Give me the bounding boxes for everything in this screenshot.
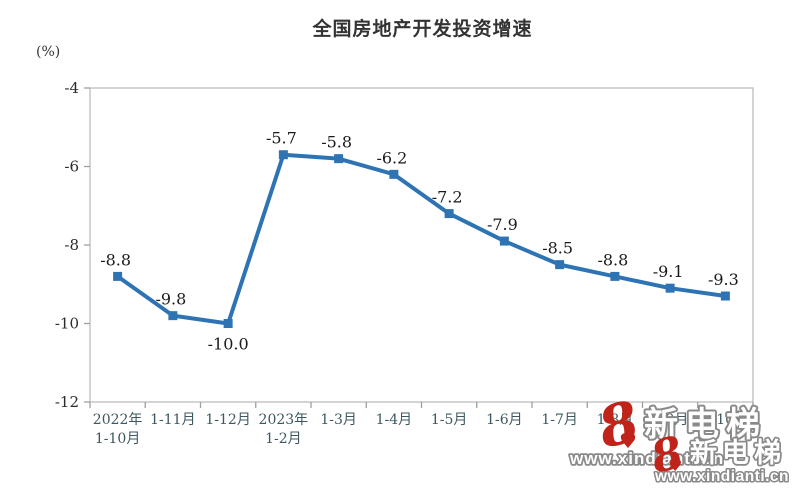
data-point-label: -8.5 bbox=[542, 239, 573, 258]
y-axis-tick-label: -8 bbox=[64, 236, 79, 254]
x-axis-tick-label: 2022年 bbox=[93, 412, 143, 428]
y-axis-tick-label: -4 bbox=[64, 79, 79, 97]
data-point-label: -7.2 bbox=[432, 188, 463, 207]
watermark-brand-text: 新电梯 bbox=[690, 437, 786, 468]
watermark-url-text: www.xindianti.cn bbox=[654, 468, 789, 485]
data-point-label: -5.7 bbox=[266, 129, 297, 148]
data-point-marker bbox=[389, 169, 399, 179]
watermark-heart-icon: ♥ bbox=[619, 429, 637, 453]
data-point-label: -8.8 bbox=[100, 250, 131, 269]
data-point-marker bbox=[499, 236, 509, 246]
x-axis-tick-label: 1-5月 bbox=[431, 412, 468, 428]
x-axis-tick-label: 1-12月 bbox=[205, 412, 250, 428]
data-point-label: -6.2 bbox=[376, 148, 407, 167]
x-axis-tick-label: 1-8月 bbox=[597, 412, 634, 428]
x-axis-tick-label: 1-10月 bbox=[703, 412, 748, 428]
data-point-marker bbox=[334, 154, 344, 164]
watermark-url-text: www.xindianti.cn bbox=[569, 449, 724, 468]
x-axis-tick-label: 1-2月 bbox=[265, 431, 302, 447]
y-axis-tick-label: -10 bbox=[55, 315, 79, 333]
data-point-marker bbox=[278, 150, 288, 160]
chart-title: 全国房地产开发投资增速 bbox=[312, 19, 533, 40]
x-axis-tick-label: 1-11月 bbox=[150, 412, 195, 428]
watermark-brand-text: 新电梯 bbox=[644, 406, 767, 444]
x-axis-tick-label: 1-9月 bbox=[652, 412, 689, 428]
watermark-heart-icon: ♥ bbox=[668, 456, 682, 475]
data-point-marker bbox=[610, 271, 620, 281]
data-point-marker bbox=[168, 311, 178, 321]
x-axis-tick-label: 1-10月 bbox=[95, 431, 140, 447]
data-point-label: -9.3 bbox=[708, 270, 739, 289]
y-axis-tick-label: -6 bbox=[64, 158, 79, 176]
data-point-marker bbox=[720, 291, 730, 301]
data-point-marker bbox=[555, 260, 565, 270]
data-point-marker bbox=[444, 209, 454, 219]
data-point-marker bbox=[223, 319, 233, 328]
x-axis-tick-label: 1-6月 bbox=[486, 412, 523, 428]
trend-line bbox=[115, 152, 728, 326]
x-axis-tick-label: 2023年 bbox=[259, 412, 309, 428]
data-point-label: -5.8 bbox=[321, 133, 352, 152]
data-point-label: -9.8 bbox=[155, 290, 186, 309]
data-point-label: -9.1 bbox=[653, 262, 684, 281]
data-point-label: -10.0 bbox=[208, 335, 249, 354]
y-axis-tick-label: -12 bbox=[55, 393, 79, 411]
x-axis-tick-label: 1-7月 bbox=[541, 412, 578, 428]
x-axis-tick-label: 1-3月 bbox=[320, 412, 357, 428]
x-axis-tick-label: 1-4月 bbox=[376, 412, 413, 428]
data-point-marker bbox=[113, 271, 123, 281]
data-point-label: -8.8 bbox=[597, 250, 628, 269]
data-point-label: -7.9 bbox=[487, 215, 518, 234]
data-point-marker bbox=[665, 283, 675, 293]
y-axis-unit-label: (%) bbox=[36, 44, 61, 60]
